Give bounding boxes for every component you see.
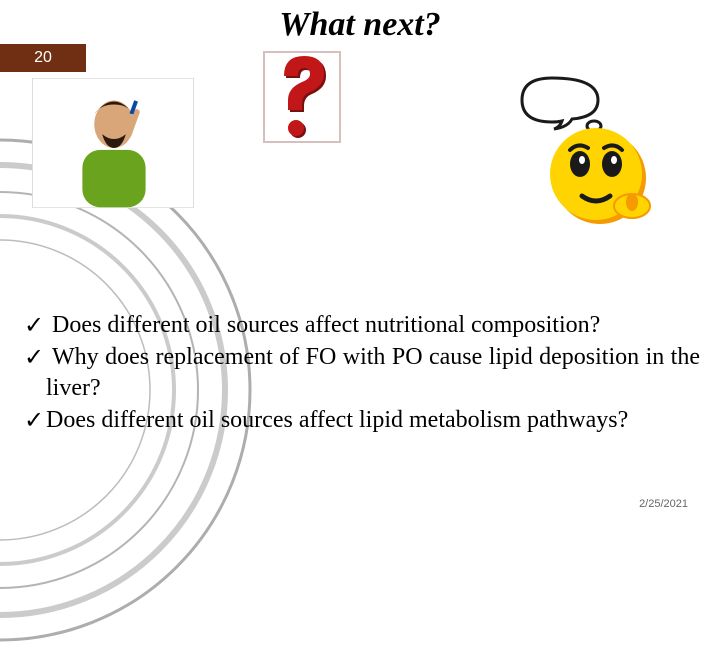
bullet-list: ✓ Does different oil sources affect nutr… xyxy=(24,310,700,437)
checkmark-icon: ✓ xyxy=(24,342,46,405)
bullet-text: Does different oil sources affect lipid … xyxy=(46,405,700,437)
bullet-item: ✓ Does different oil sources affect nutr… xyxy=(24,310,700,342)
page-number-badge: 20 xyxy=(0,44,86,72)
date-stamp: 2/25/2021 xyxy=(639,498,688,510)
bullet-item: ✓ Does different oil sources affect lipi… xyxy=(24,405,700,437)
checkmark-icon: ✓ xyxy=(24,310,46,342)
question-mark-icon xyxy=(262,50,342,144)
bullet-text: Why does replacement of FO with PO cause… xyxy=(46,342,700,405)
bullet-item: ✓ Why does replacement of FO with PO cau… xyxy=(24,342,700,405)
slide-title: What next? xyxy=(0,6,720,44)
checkmark-icon: ✓ xyxy=(24,405,46,437)
thinking-person-image xyxy=(32,78,194,208)
bullet-text: Does different oil sources affect nutrit… xyxy=(46,310,700,342)
thinking-emoji-image xyxy=(492,60,672,230)
